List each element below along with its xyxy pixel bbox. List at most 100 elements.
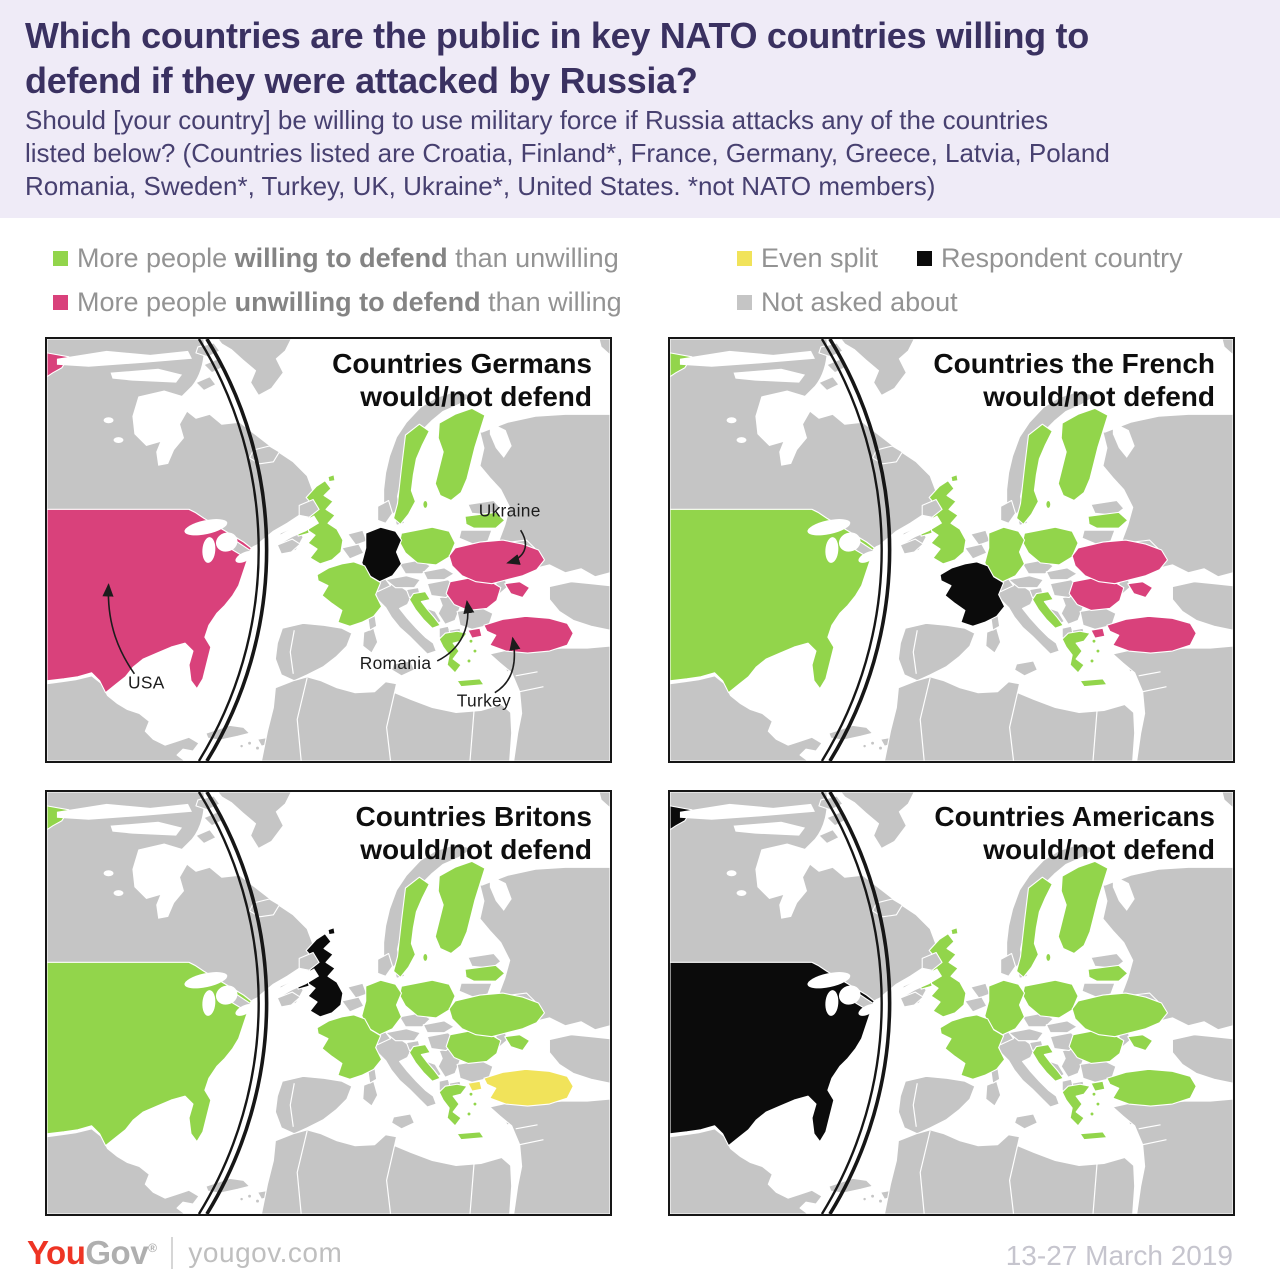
country-sweden: [1015, 423, 1053, 525]
annotation-arrow-ukraine: [506, 529, 527, 565]
lake-michigan: [825, 537, 839, 563]
arctic-island: [195, 376, 217, 392]
arctic-channel: [733, 368, 806, 383]
globe-arc-outer: [205, 339, 269, 761]
landmass-denmark: [377, 499, 394, 524]
arctic-channel: [56, 350, 192, 367]
country-france: [316, 1014, 383, 1080]
country-germany: [361, 526, 403, 583]
country-turkey-thrace: [467, 627, 483, 639]
island: [247, 740, 253, 746]
country-croatia: [408, 591, 441, 629]
legend-label-willing: More people willing to defend than unwil…: [77, 243, 619, 273]
country-turkey-thrace: [1090, 627, 1106, 639]
border-levant: [519, 686, 544, 693]
lake-erie: [235, 1004, 254, 1016]
landmass-corner-island: [1221, 339, 1233, 356]
footer-divider: [171, 1237, 174, 1269]
map-annotations: Ukraine USA Romania Turkey: [102, 500, 540, 711]
landmass-sardinia: [985, 1080, 1002, 1107]
border-portugal: [912, 1083, 918, 1127]
landmass-northafrica: [883, 676, 1136, 761]
country-germany: [361, 979, 403, 1036]
landmass-netherlands: [347, 982, 368, 999]
country-uk-shetland: [950, 474, 959, 483]
border-levant: [1142, 1139, 1167, 1146]
legend-label-even-split: Even split: [761, 243, 879, 273]
border-africa: [1008, 1145, 1019, 1214]
border-africa: [1092, 1164, 1098, 1214]
island: [254, 1198, 261, 1204]
landmass-corner-island: [598, 792, 610, 809]
legend-label-respondent: Respondent country: [941, 243, 1183, 273]
annotation-arrow-usa: [102, 583, 136, 675]
lake-huron: [838, 532, 861, 552]
country-greece-island: [472, 648, 478, 654]
annotation-label-turkey: Turkey: [457, 691, 511, 711]
island: [247, 1193, 253, 1199]
lake-michigan: [202, 990, 216, 1016]
country-ukraine-crimea: [504, 1034, 531, 1052]
country-greece-island: [466, 658, 472, 664]
country-finland: [1057, 407, 1109, 502]
island: [862, 743, 867, 749]
country-turkey-thrace: [1090, 1080, 1106, 1092]
landmass-northafrica: [260, 1129, 513, 1214]
arctic-channel: [56, 803, 192, 820]
landmass-novascotia: [276, 538, 301, 555]
landmass-novascotia: [276, 991, 301, 1008]
landmass-slovakia: [1045, 567, 1078, 581]
landmass-sicily: [391, 1113, 415, 1130]
world-map: Ukraine USA Romania Turkey: [47, 339, 610, 761]
annotation-label-romania: Romania: [360, 653, 432, 673]
landmass-estonia: [1090, 499, 1125, 516]
country-ukraine-crimea: [1127, 1034, 1154, 1052]
country-greece-island: [472, 1101, 478, 1107]
page-title: Which countries are the public in key NA…: [25, 15, 1089, 101]
white-sea: [1112, 422, 1135, 458]
landmass-sicily: [1014, 660, 1038, 677]
landmass-northafrica: [883, 1129, 1136, 1214]
country-greece-island: [1089, 1111, 1095, 1117]
border-africa: [296, 677, 308, 761]
hudson-bay: [755, 390, 811, 466]
border-africa: [385, 1145, 396, 1214]
country-poland: [398, 979, 456, 1019]
landmass-belgium: [341, 996, 365, 1013]
lake-huron: [838, 985, 861, 1005]
legend-item-respondent: Respondent country: [917, 243, 1183, 274]
country-usa: [47, 508, 255, 694]
country-greece: [438, 1083, 468, 1127]
country-croatia: [1031, 591, 1064, 629]
map-panel-americans: Countries Americans would/not defend: [668, 790, 1235, 1216]
landmass-sardinia: [985, 627, 1002, 654]
map-title-french: Countries the French would/not defend: [933, 348, 1215, 412]
country-latvia: [464, 964, 506, 982]
hudson-bay: [132, 390, 188, 466]
annotation-arrow-romania: [436, 599, 475, 662]
country-greece-island: [468, 1091, 474, 1097]
country-ukraine: [448, 539, 546, 585]
footer: YouGov® yougov.com: [27, 1234, 342, 1272]
landmass-austria: [385, 1028, 421, 1042]
country-greece-island: [1089, 658, 1095, 664]
border-africa: [919, 1130, 931, 1214]
country-poland: [398, 526, 456, 566]
border-africa: [296, 1130, 308, 1214]
border-africa: [469, 1164, 475, 1214]
legend-item-willing: More people willing to defend than unwil…: [53, 243, 619, 274]
country-sweden: [392, 876, 430, 978]
country-france: [316, 561, 383, 627]
lake-superior: [184, 972, 228, 989]
landmass-newfoundland: [921, 951, 943, 971]
country-greece-crete: [456, 1131, 485, 1141]
legend-item-unwilling: More people unwilling to defend than wil…: [53, 287, 622, 318]
landmass-newfoundland: [298, 498, 320, 518]
lake-erie: [858, 551, 877, 563]
border-africa: [1008, 692, 1019, 761]
country-uk-shetland: [327, 927, 336, 936]
arctic-island: [818, 376, 840, 392]
world-map: [47, 792, 610, 1214]
landmass-northafrica: [260, 676, 513, 761]
country-finland: [1057, 860, 1109, 955]
